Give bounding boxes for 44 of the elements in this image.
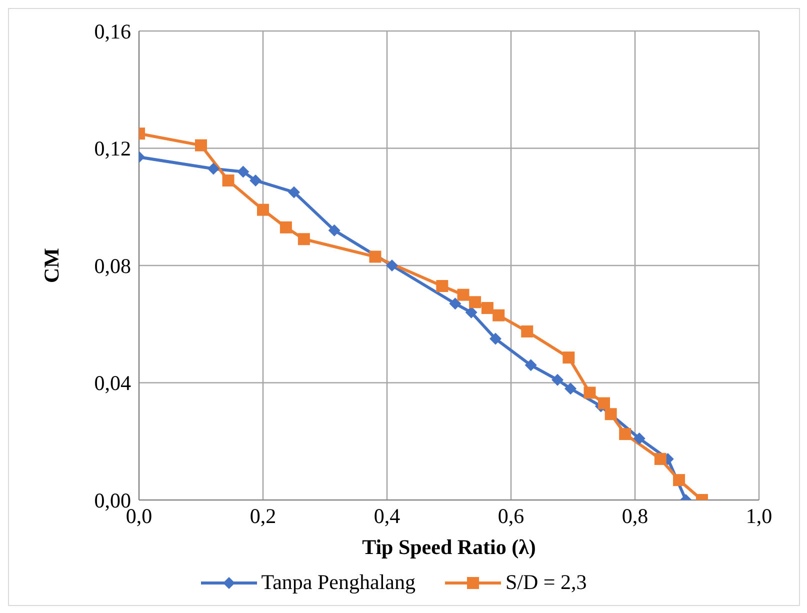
point bbox=[280, 221, 292, 234]
y-tick-label: 0,12 bbox=[94, 136, 131, 161]
point bbox=[386, 260, 398, 272]
point bbox=[207, 162, 220, 175]
point bbox=[222, 174, 234, 186]
point bbox=[481, 302, 494, 314]
point bbox=[564, 382, 577, 395]
point bbox=[552, 374, 564, 386]
point bbox=[633, 432, 646, 444]
point bbox=[369, 250, 382, 263]
point bbox=[598, 397, 610, 410]
point bbox=[562, 352, 575, 364]
point bbox=[195, 139, 207, 152]
point bbox=[619, 428, 632, 440]
x-tick-label: 0,4 bbox=[374, 504, 401, 528]
point bbox=[524, 359, 537, 372]
point bbox=[449, 298, 462, 310]
y-axis-title: CM bbox=[39, 248, 64, 283]
point bbox=[490, 332, 502, 345]
point bbox=[654, 452, 666, 465]
point bbox=[457, 288, 470, 301]
point bbox=[250, 174, 262, 186]
point bbox=[328, 224, 340, 236]
point bbox=[237, 166, 250, 178]
point bbox=[521, 325, 534, 338]
y-tick-label: 0,08 bbox=[94, 254, 131, 278]
x-tick-label: 0,2 bbox=[250, 504, 276, 528]
point bbox=[469, 296, 482, 308]
point bbox=[492, 309, 505, 322]
y-tick-label: 0,16 bbox=[94, 19, 131, 44]
x-tick-label: 1,0 bbox=[746, 504, 772, 528]
point bbox=[288, 186, 300, 198]
x-tick-label: 0,8 bbox=[622, 504, 648, 528]
x-tick-label: 0,6 bbox=[498, 504, 524, 528]
point bbox=[604, 408, 617, 420]
point bbox=[673, 474, 686, 486]
point bbox=[298, 233, 310, 246]
point bbox=[584, 386, 596, 399]
x-axis-title: Tip Speed Ratio (λ) bbox=[362, 535, 536, 559]
point bbox=[436, 280, 448, 292]
legend-label: S/D = 2,3 bbox=[505, 570, 587, 595]
y-tick-label: 0,04 bbox=[94, 371, 132, 396]
legend-label: Tanpa Penghalang bbox=[261, 570, 416, 595]
point bbox=[257, 204, 269, 216]
